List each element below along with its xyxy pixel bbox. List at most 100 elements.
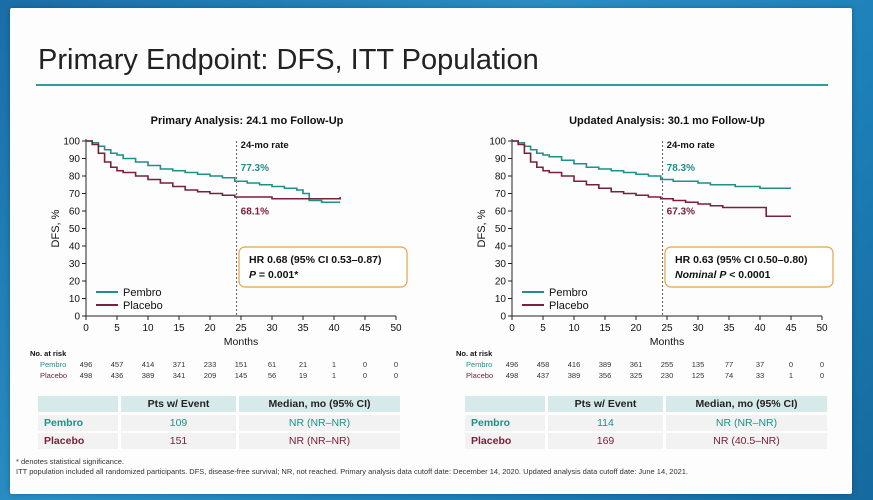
at-risk-value: 255 <box>661 360 674 369</box>
km-curve-pembro <box>86 140 341 204</box>
y-tick-label: 20 <box>495 277 507 288</box>
km-curve-placebo <box>512 140 791 218</box>
at-risk-row-label: Pembro <box>466 360 492 369</box>
km-curve-pembro <box>512 140 791 190</box>
at-risk-value: 37 <box>756 360 764 369</box>
x-tick-label: 45 <box>359 323 371 334</box>
at-risk-value: 361 <box>630 360 643 369</box>
x-tick-label: 40 <box>328 323 340 334</box>
table-row-label: Placebo <box>465 433 545 449</box>
at-risk-value: 209 <box>204 371 217 380</box>
at-risk-value: 341 <box>173 371 186 380</box>
x-axis-label: Months <box>650 336 684 348</box>
chart-title: Primary Analysis: 24.1 mo Follow-Up <box>151 115 344 127</box>
at-risk-value: 1 <box>332 371 336 380</box>
table-cell-median: NR (40.5–NR) <box>663 433 827 449</box>
table-header-median: Median, mo (95% CI) <box>236 396 400 412</box>
at-risk-value: 389 <box>568 371 581 380</box>
at-risk-value: 125 <box>692 371 705 380</box>
x-tick-label: 35 <box>297 323 309 334</box>
p-value-number: = 0.001* <box>256 269 299 281</box>
y-axis-label: DFS, % <box>50 209 62 247</box>
table-cell-median: NR (NR–NR) <box>236 415 400 431</box>
y-tick-label: 50 <box>69 224 81 235</box>
table-cell-events: 169 <box>545 433 663 449</box>
at-risk-value: 0 <box>363 360 367 369</box>
at-risk-value: 0 <box>820 371 824 380</box>
at-risk-row-label: Placebo <box>40 371 67 380</box>
x-tick-label: 30 <box>266 323 278 334</box>
table-header-median: Median, mo (95% CI) <box>663 396 827 412</box>
x-tick-label: 35 <box>723 323 735 334</box>
y-tick-label: 10 <box>495 294 507 305</box>
hazard-ratio-text: HR 0.68 (95% CI 0.53–0.87) <box>249 254 382 266</box>
at-risk-title: No. at risk <box>30 349 67 358</box>
p-value-number: < 0.0001 <box>726 269 770 281</box>
y-tick-label: 0 <box>74 312 80 323</box>
x-tick-label: 20 <box>630 323 642 334</box>
rate-placebo: 68.1% <box>241 207 269 218</box>
table-header-events: Pts w/ Event <box>545 396 663 412</box>
p-value-text: P = 0.001* <box>249 269 299 281</box>
at-risk-value: 151 <box>235 360 248 369</box>
at-risk-value: 458 <box>537 360 550 369</box>
table-row-label: Pembro <box>465 415 545 431</box>
footnote-significance: * denotes statistical significance. <box>16 457 124 466</box>
y-tick-label: 60 <box>69 207 81 218</box>
table-header-blank <box>465 396 545 412</box>
at-risk-value: 414 <box>142 360 155 369</box>
table-header-events: Pts w/ Event <box>118 396 236 412</box>
x-tick-label: 5 <box>114 323 120 334</box>
y-tick-label: 30 <box>69 259 81 270</box>
y-tick-label: 40 <box>69 242 81 253</box>
y-tick-label: 100 <box>63 137 80 148</box>
at-risk-row-label: Placebo <box>466 371 493 380</box>
y-tick-label: 40 <box>495 242 507 253</box>
y-tick-label: 50 <box>495 224 507 235</box>
table-cell-median: NR (NR–NR) <box>236 433 400 449</box>
at-risk-value: 457 <box>111 360 124 369</box>
km-curve-placebo <box>86 140 341 200</box>
at-risk-value: 19 <box>299 371 307 380</box>
x-tick-label: 40 <box>754 323 766 334</box>
y-tick-label: 80 <box>69 172 81 183</box>
at-risk-value: 1 <box>789 371 793 380</box>
legend-label-placebo: Placebo <box>549 300 589 312</box>
x-tick-label: 50 <box>390 323 402 334</box>
x-tick-label: 25 <box>661 323 673 334</box>
at-risk-value: 0 <box>789 360 793 369</box>
at-risk-value: 56 <box>268 371 276 380</box>
at-risk-value: 74 <box>725 371 733 380</box>
x-axis-label: Months <box>224 336 258 348</box>
y-tick-label: 0 <box>500 312 506 323</box>
legend-label-pembro: Pembro <box>549 287 588 299</box>
y-tick-label: 10 <box>69 294 81 305</box>
hazard-ratio-box <box>238 246 408 288</box>
rate-header: 24-mo rate <box>667 140 715 151</box>
x-tick-label: 30 <box>692 323 704 334</box>
table-cell-median: NR (NR–NR) <box>663 415 827 431</box>
table-cell-events: 151 <box>118 433 236 449</box>
x-tick-label: 45 <box>785 323 797 334</box>
hazard-ratio-text: HR 0.63 (95% CI 0.50–0.80) <box>675 254 808 266</box>
x-tick-label: 15 <box>173 323 185 334</box>
title-divider <box>36 84 828 86</box>
x-tick-label: 0 <box>509 323 515 334</box>
page-title: Primary Endpoint: DFS, ITT Population <box>38 44 539 76</box>
y-tick-label: 30 <box>495 259 507 270</box>
x-tick-label: 50 <box>816 323 828 334</box>
table-cell-events: 109 <box>118 415 236 431</box>
y-tick-label: 70 <box>69 189 81 200</box>
x-tick-label: 15 <box>599 323 611 334</box>
rate-placebo: 67.3% <box>667 207 695 218</box>
at-risk-value: 436 <box>111 371 124 380</box>
at-risk-value: 0 <box>394 360 398 369</box>
p-value-label: Nominal P <box>675 269 727 281</box>
rate-pembro: 77.3% <box>241 163 269 174</box>
at-risk-value: 356 <box>599 371 612 380</box>
at-risk-value: 498 <box>506 371 519 380</box>
x-tick-label: 20 <box>204 323 216 334</box>
table-header-blank <box>38 396 118 412</box>
at-risk-value: 496 <box>80 360 93 369</box>
chart-title: Updated Analysis: 30.1 mo Follow-Up <box>569 115 765 127</box>
